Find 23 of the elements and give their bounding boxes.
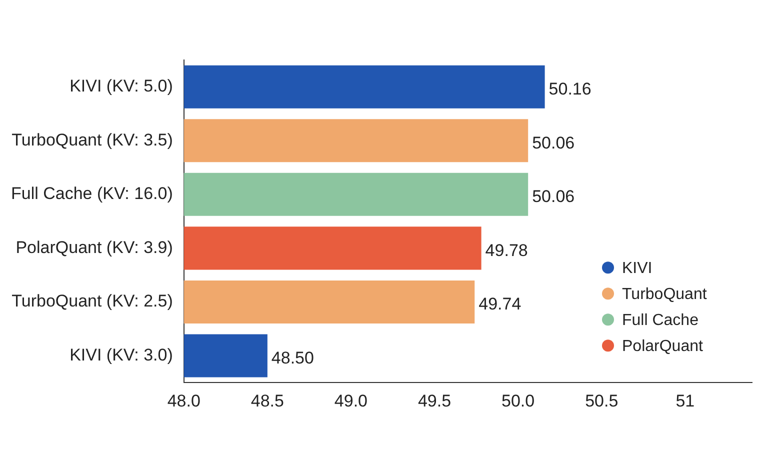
text: 50.16 bbox=[548, 80, 592, 99]
x-tick-label: 49.0 bbox=[334, 391, 368, 410]
x-tick-label: 50.5 bbox=[585, 391, 618, 410]
text: 50.06 bbox=[532, 133, 575, 152]
x-tick-label: 51 bbox=[676, 391, 695, 410]
x-tick-label: 48.0 bbox=[167, 391, 200, 410]
y-tick-label: TurboQuant (KV: 3.5) bbox=[12, 130, 173, 150]
legend-label: PolarQuant bbox=[622, 338, 704, 356]
y-tick-label: Full Cache (KV: 16.0) bbox=[10, 184, 173, 204]
x-tick-label: 50.0 bbox=[502, 391, 535, 410]
text: 48.50 bbox=[271, 348, 314, 368]
legend-label: KIVI bbox=[622, 260, 652, 278]
x-tick-label: 49.5 bbox=[418, 391, 452, 410]
legend-label: TurboQuant bbox=[622, 286, 708, 304]
text: 49.78 bbox=[485, 240, 528, 260]
y-tick-label: PolarQuant (KV: 3.9) bbox=[16, 238, 173, 257]
y-tick-label: KIVI (KV: 3.0) bbox=[70, 345, 173, 364]
text: 50.06 bbox=[532, 187, 575, 206]
x-tick-label: 48.5 bbox=[250, 391, 284, 410]
y-tick-label: KIVI (KV: 5.0) bbox=[70, 76, 173, 96]
text: 49.74 bbox=[478, 294, 522, 314]
y-tick-label: TurboQuant (KV: 2.5) bbox=[12, 292, 173, 311]
legend-label: Full Cache bbox=[622, 312, 699, 330]
